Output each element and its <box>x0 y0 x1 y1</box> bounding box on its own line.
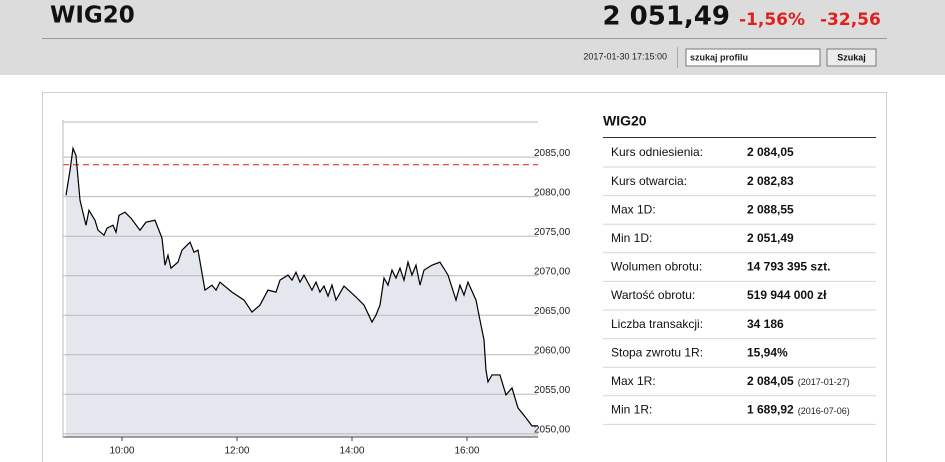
row-value: 2 082,83 <box>747 174 794 188</box>
y-tick-label: 2075,00 <box>534 227 571 238</box>
price-line <box>65 146 538 427</box>
y-tick-label: 2050,00 <box>534 424 571 435</box>
x-tick-label: 10:00 <box>109 446 134 457</box>
row-label: Wartość obrotu: <box>611 288 695 302</box>
area <box>65 148 538 437</box>
row-value: 2 084,05 <box>747 145 794 159</box>
row-note: (2017-01-27) <box>798 377 850 387</box>
y-tick-label: 2055,00 <box>534 385 571 396</box>
search-input[interactable] <box>685 48 821 67</box>
row-value: 34 186 <box>747 317 784 331</box>
y-tick-label: 2080,00 <box>534 187 571 198</box>
row-label: Wolumen obrotu: <box>611 260 702 274</box>
search-placeholder: szukaj profilu <box>690 52 748 62</box>
row-label: Min 1R: <box>611 403 652 417</box>
change-pct: -1,56% <box>739 10 805 30</box>
y-tick-label: 2070,00 <box>534 266 571 277</box>
y-tick-label: 2060,00 <box>534 345 571 356</box>
row-value: 15,94% <box>747 345 788 359</box>
plot: 2050,00 2055,00 2060,00 2065,00 2070,00 2075,… <box>62 120 571 457</box>
row-label: Kurs odniesienia: <box>611 145 703 159</box>
y-tick-label: 2065,00 <box>534 306 571 317</box>
x-tick-label: 16:00 <box>454 446 479 457</box>
row-value: 1 689,92 <box>747 403 794 417</box>
row-label: Kurs otwarcia: <box>611 174 687 188</box>
row-value: 14 793 395 szt. <box>747 260 830 274</box>
row-note: (2016-07-06) <box>798 406 850 416</box>
row-label: Max 1R: <box>611 374 656 388</box>
page-title: WIG20 <box>50 3 135 29</box>
table-title: WIG20 <box>603 113 647 129</box>
change: -32,56 <box>820 10 881 30</box>
y-tick-label: 2085,00 <box>534 148 571 159</box>
row-value: 519 944 000 zł <box>747 288 827 302</box>
row-value: 2 051,49 <box>747 231 794 245</box>
row-label: Min 1D: <box>611 231 652 245</box>
timestamp: 2017-01-30 17:15:00 <box>583 51 667 61</box>
row-value: 2 084,05 <box>747 374 794 388</box>
price: 2 051,49 <box>603 2 730 32</box>
x-tick-label: 14:00 <box>339 446 364 457</box>
search-button-label: Szukaj <box>837 52 866 62</box>
x-tick-label: 12:00 <box>224 446 249 457</box>
info-table: WIG20 Kurs odniesienia: 2 084,05 Kurs otwa… <box>603 113 876 425</box>
row-value: 2 088,55 <box>747 202 794 216</box>
row-label: Max 1D: <box>611 202 656 216</box>
search-button[interactable] <box>826 48 877 67</box>
row-label: Stopa zwrotu 1R: <box>611 345 703 359</box>
row-label: Liczba transakcji: <box>611 317 703 331</box>
